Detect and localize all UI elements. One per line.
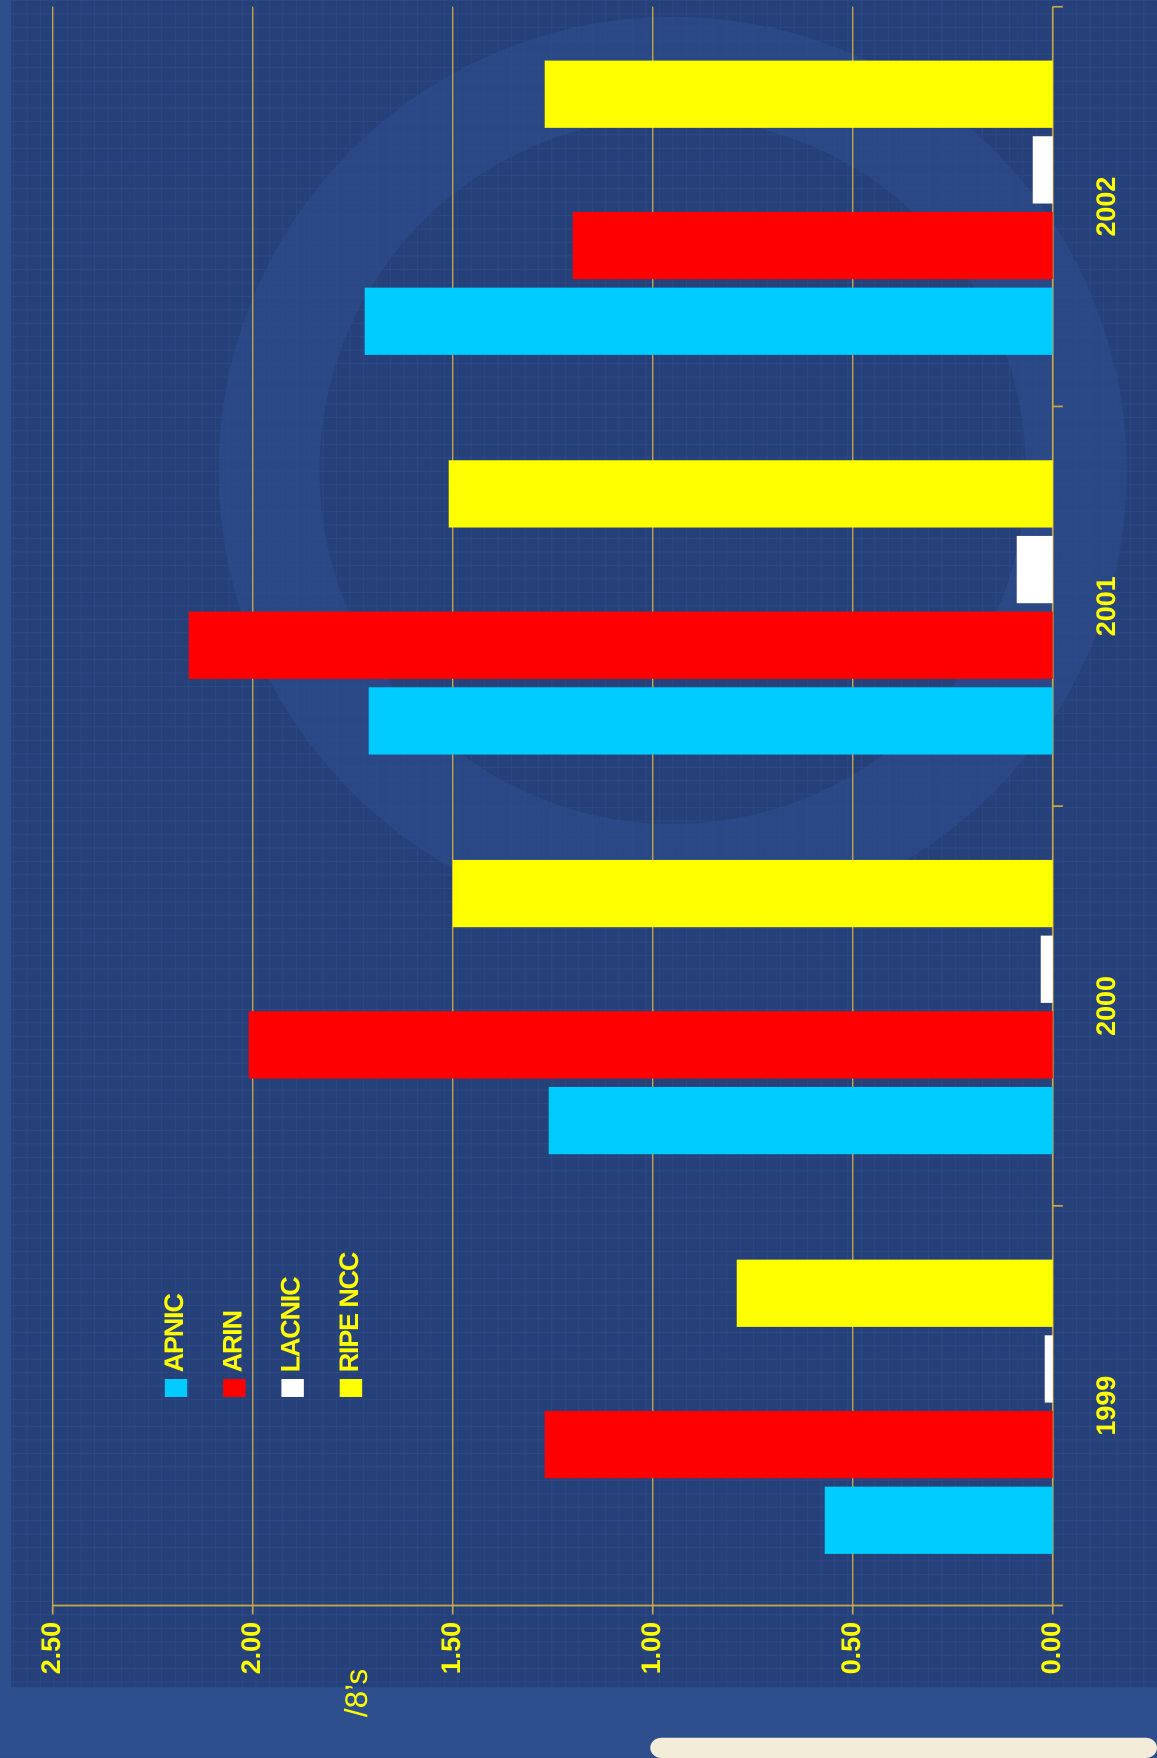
y-tick-label: 2.50 [36, 1622, 66, 1674]
bar [364, 287, 1053, 355]
legend-swatch [281, 1379, 304, 1397]
bar [736, 1259, 1053, 1327]
x-tick-label: 1999 [1091, 1376, 1121, 1436]
bar [368, 687, 1053, 755]
y-tick-label: 1.50 [436, 1622, 466, 1674]
legend-label: RIPE NCC [334, 1252, 364, 1372]
y-tick-label: 1.00 [636, 1622, 666, 1674]
legend-swatch [164, 1379, 188, 1397]
bar [572, 211, 1053, 280]
x-tick-label: 2002 [1091, 177, 1121, 237]
bar [544, 1410, 1053, 1479]
bar [1032, 136, 1053, 204]
y-axis-label: /8’s [339, 1669, 374, 1717]
bar [824, 1486, 1053, 1554]
legend-label: ARIN [217, 1311, 247, 1372]
y-tick-label: 2.00 [236, 1622, 266, 1674]
legend-label: APNIC [159, 1294, 189, 1373]
bar [1044, 1335, 1053, 1403]
bar [544, 60, 1053, 128]
legend-swatch [223, 1379, 246, 1397]
bar [548, 1086, 1053, 1155]
x-tick-label: 2001 [1091, 576, 1121, 636]
legend-swatch [339, 1379, 363, 1397]
legend-label: LACNIC [276, 1277, 306, 1373]
bar [1040, 935, 1053, 1003]
decoration [650, 1737, 1157, 1758]
y-tick-label: 0.50 [836, 1622, 866, 1674]
bar [1016, 535, 1053, 604]
bar [248, 1011, 1053, 1079]
bar [188, 611, 1053, 679]
bar [452, 859, 1053, 928]
bar [448, 460, 1053, 528]
x-tick-label: 2000 [1091, 976, 1121, 1036]
y-tick-label: 0.00 [1036, 1622, 1066, 1674]
